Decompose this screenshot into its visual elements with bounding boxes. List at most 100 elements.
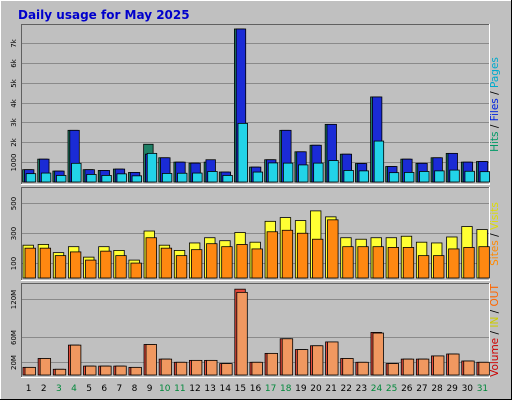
visits-bar-sites-20 xyxy=(312,238,324,279)
hits-bar-pages-29 xyxy=(449,169,460,183)
visits-bar-sites-28 xyxy=(433,255,445,279)
volume-bar-out-22 xyxy=(342,358,354,376)
day-label-6: 6 xyxy=(101,384,107,394)
day-label-11: 11 xyxy=(174,384,185,394)
volume-axis-label-part: / xyxy=(489,328,501,338)
hits-bar-pages-8 xyxy=(131,175,143,183)
volume-bar-out-9 xyxy=(145,344,157,376)
visits-bar-sites-11 xyxy=(175,255,188,279)
day-label-31: 31 xyxy=(477,384,488,394)
volume-bar-out-16 xyxy=(251,361,263,376)
hits-axis-label-part: / xyxy=(489,88,501,98)
visits-bar-sites-27 xyxy=(417,255,430,279)
hits-bar-pages-1 xyxy=(25,173,37,183)
hits-axis-label-part: Pages xyxy=(489,57,501,88)
volume-bar-out-18 xyxy=(281,338,294,376)
visits-bar-sites-7 xyxy=(115,255,127,279)
volume-bar-out-2 xyxy=(39,358,52,376)
visits-bar-sites-4 xyxy=(69,251,82,279)
hits-axis-label-part: Files xyxy=(489,98,501,121)
day-label-16: 16 xyxy=(250,384,262,394)
visits-axis-label: Sites / Visits xyxy=(489,202,501,266)
visits-tick-label: 300 xyxy=(10,227,18,240)
day-label-28: 28 xyxy=(431,384,443,394)
day-label-17: 17 xyxy=(265,384,276,394)
day-label-1: 1 xyxy=(26,384,32,394)
visits-bar-sites-14 xyxy=(221,246,233,279)
hits-bar-pages-22 xyxy=(343,170,354,183)
hits-bar-pages-4 xyxy=(71,162,82,183)
hits-tick-label: 4k xyxy=(10,98,18,107)
hits-bar-pages-9 xyxy=(146,152,158,183)
day-label-20: 20 xyxy=(310,384,322,394)
hits-bar-pages-24 xyxy=(373,140,385,183)
hits-bar-pages-26 xyxy=(404,172,415,183)
visits-axis-label-part: Visits xyxy=(489,202,501,230)
volume-tick-label: 20M xyxy=(10,355,18,370)
visits-bar-sites-5 xyxy=(85,259,97,279)
volume-bar-out-8 xyxy=(130,366,142,376)
hits-bar-pages-20 xyxy=(313,162,324,183)
hits-bar-pages-2 xyxy=(40,172,52,183)
hits-bar-pages-13 xyxy=(207,171,218,183)
day-label-15: 15 xyxy=(235,384,246,394)
hits-bar-pages-6 xyxy=(101,175,112,183)
day-label-14: 14 xyxy=(220,384,232,394)
hits-bar-pages-17 xyxy=(267,162,279,183)
hits-tick-label: 2k xyxy=(10,137,18,146)
hits-bar-pages-31 xyxy=(479,171,490,183)
visits-bar-sites-19 xyxy=(296,232,309,279)
day-label-29: 29 xyxy=(446,384,458,394)
day-axis-labels: 1 2 3 4 5 6 7 8 9 10 11 12 13 14 15 16 17 18 19 20 21 22 23 24 2… xyxy=(26,384,488,394)
volume-bar-out-29 xyxy=(448,353,460,376)
visits-bar-sites-3 xyxy=(54,255,67,279)
hits-axis-label: Hits / Files / Pages xyxy=(489,57,501,152)
day-label-2: 2 xyxy=(41,384,47,394)
day-label-4: 4 xyxy=(71,384,77,394)
visits-tick-label: 100 xyxy=(10,257,18,270)
hits-bar-pages-12 xyxy=(192,172,203,183)
hits-bar-pages-25 xyxy=(388,172,400,183)
volume-bar-out-30 xyxy=(463,360,475,376)
volume-bar-out-31 xyxy=(478,361,490,376)
hits-axis-label-part: Hits xyxy=(489,131,501,151)
hits-bar-pages-18 xyxy=(282,162,294,183)
hits-tick-label: 3k xyxy=(10,117,18,126)
volume-bar-out-1 xyxy=(24,366,36,376)
hits-bar-pages-19 xyxy=(298,164,309,183)
hits-bar-pages-21 xyxy=(328,160,339,183)
visits-bar-sites-23 xyxy=(357,246,369,279)
visits-bar-sites-15 xyxy=(236,244,248,279)
day-label-7: 7 xyxy=(116,384,122,394)
volume-axis-label: Volume / IN / OUT xyxy=(489,284,501,377)
visits-bar-sites-13 xyxy=(206,243,218,279)
volume-tick-label: 60M xyxy=(10,330,18,345)
day-label-25: 25 xyxy=(386,384,397,394)
volume-tick-label: 120M xyxy=(10,290,18,309)
visits-bar-sites-25 xyxy=(387,247,400,279)
volume-bar-out-11 xyxy=(175,361,188,376)
panel-hits: 1000 2k 3k 4k 5k 6k 7k Hits / Files / Pages xyxy=(10,24,501,185)
volume-bar-out-26 xyxy=(402,358,415,376)
volume-bar-out-28 xyxy=(433,355,445,376)
visits-bar-sites-9 xyxy=(145,237,157,279)
hits-bar-pages-14 xyxy=(222,175,233,183)
volume-bar-out-24 xyxy=(372,332,384,376)
hits-tick-label: 7k xyxy=(10,38,18,47)
hits-bar-pages-10 xyxy=(161,173,173,183)
volume-bar-out-5 xyxy=(85,365,97,376)
volume-bar-out-13 xyxy=(206,359,218,376)
hits-bar-pages-5 xyxy=(86,174,97,183)
visits-bar-sites-6 xyxy=(100,250,112,279)
visits-bar-sites-8 xyxy=(130,262,142,279)
volume-axis-label-part: OUT xyxy=(489,284,501,307)
day-label-12: 12 xyxy=(189,384,200,394)
hits-bar-pages-7 xyxy=(116,173,127,183)
day-label-21: 21 xyxy=(325,384,336,394)
day-label-19: 19 xyxy=(295,384,307,394)
day-label-24: 24 xyxy=(371,384,383,394)
day-label-9: 9 xyxy=(147,384,153,394)
volume-bar-out-6 xyxy=(100,365,112,376)
volume-bar-out-17 xyxy=(266,352,278,376)
